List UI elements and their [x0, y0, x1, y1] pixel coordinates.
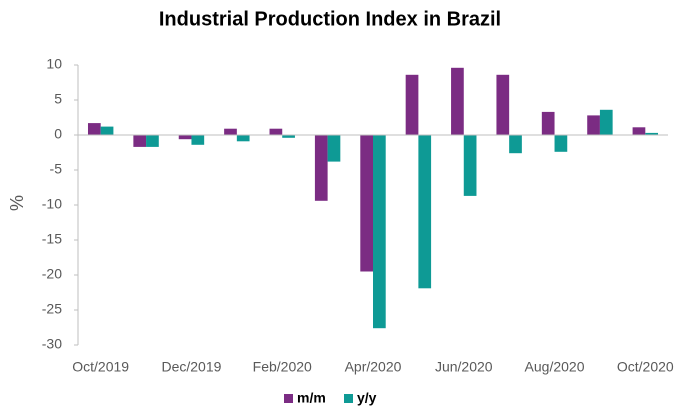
bar	[269, 128, 283, 135]
y-tick-label: -15	[42, 231, 62, 247]
bar	[236, 135, 250, 142]
x-tick-label: Dec/2019	[161, 359, 221, 375]
bar	[645, 132, 659, 135]
bar	[418, 135, 432, 289]
bar	[282, 135, 295, 138]
x-tick-label: Jun/2020	[435, 359, 493, 375]
bar	[599, 109, 613, 135]
bar	[327, 135, 341, 162]
bar	[146, 135, 159, 147]
bar	[360, 135, 373, 272]
legend-swatch	[344, 394, 353, 403]
y-tick-label: 5	[54, 91, 62, 107]
y-tick-label: -10	[42, 196, 62, 212]
legend-swatch	[284, 394, 293, 403]
bar	[373, 135, 386, 329]
x-tick-label: Oct/2019	[72, 359, 129, 375]
x-tick-label: Feb/2020	[253, 359, 312, 375]
y-tick-label: -20	[42, 266, 62, 282]
y-tick-label: -30	[42, 336, 62, 352]
bar	[224, 128, 237, 135]
bar	[463, 135, 477, 196]
bar	[632, 127, 646, 135]
bar	[541, 111, 555, 135]
bar	[405, 74, 419, 135]
y-tick-label: -5	[50, 161, 63, 177]
legend-label: m/m	[297, 390, 326, 406]
y-tick-label: -25	[42, 301, 62, 317]
bar	[496, 74, 510, 135]
bar	[100, 126, 114, 135]
y-axis-label: %	[7, 195, 27, 211]
x-tick-label: Apr/2020	[345, 359, 402, 375]
bar	[133, 135, 147, 147]
chart-title: Industrial Production Index in Brazil	[159, 8, 501, 30]
legend-label: y/y	[357, 390, 377, 406]
bar	[509, 135, 522, 154]
bar	[314, 135, 328, 201]
y-tick-label: 10	[46, 56, 62, 72]
bar	[87, 123, 101, 135]
bar	[178, 135, 192, 140]
bar	[451, 67, 464, 135]
y-tick-label: 0	[54, 126, 62, 142]
x-tick-label: Oct/2020	[617, 359, 674, 375]
bar	[554, 135, 568, 152]
bar	[191, 135, 205, 145]
bar	[587, 115, 600, 135]
x-tick-label: Aug/2020	[525, 359, 585, 375]
